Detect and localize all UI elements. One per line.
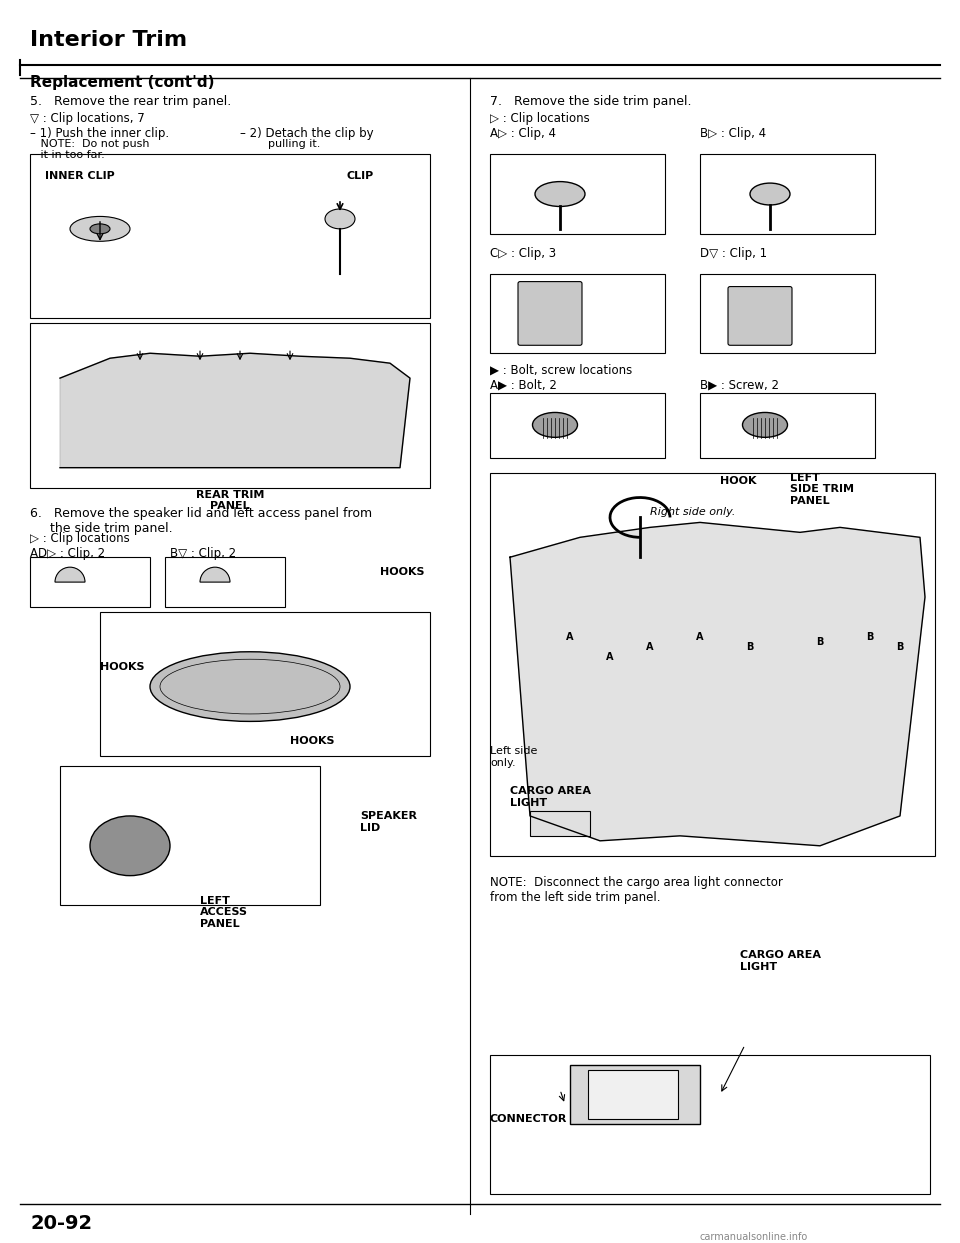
Text: A: A xyxy=(566,631,574,641)
Text: CLIP: CLIP xyxy=(347,172,373,181)
Text: B: B xyxy=(816,636,824,646)
Text: ▷ : Clip locations: ▷ : Clip locations xyxy=(30,532,130,546)
Text: 5.   Remove the rear trim panel.: 5. Remove the rear trim panel. xyxy=(30,94,231,108)
Wedge shape xyxy=(55,567,85,582)
Text: 20-92: 20-92 xyxy=(30,1214,92,1233)
FancyBboxPatch shape xyxy=(728,287,792,346)
Polygon shape xyxy=(510,522,925,845)
Wedge shape xyxy=(200,567,230,582)
Text: LEFT
SIDE TRIM
PANEL: LEFT SIDE TRIM PANEL xyxy=(790,472,854,506)
Text: ▶ : Bolt, screw locations: ▶ : Bolt, screw locations xyxy=(490,363,633,377)
Text: A: A xyxy=(607,651,613,661)
Text: CARGO AREA
LIGHT: CARGO AREA LIGHT xyxy=(510,786,591,808)
Bar xyxy=(490,154,665,234)
Bar xyxy=(700,273,875,353)
Bar xyxy=(165,557,285,607)
Text: HOOKS: HOOKS xyxy=(100,661,145,671)
Text: C▷ : Clip, 3: C▷ : Clip, 3 xyxy=(490,247,556,260)
Text: LEFT
ACCESS
PANEL: LEFT ACCESS PANEL xyxy=(200,895,248,929)
Ellipse shape xyxy=(90,815,170,875)
Text: Right side only.: Right side only. xyxy=(650,507,735,517)
Ellipse shape xyxy=(533,413,578,438)
Text: HOOK: HOOK xyxy=(720,476,756,486)
Bar xyxy=(570,1065,700,1125)
Text: B: B xyxy=(746,641,754,651)
Text: B▽ : Clip, 2: B▽ : Clip, 2 xyxy=(170,547,236,561)
Text: ▽ : Clip locations, 7: ▽ : Clip locations, 7 xyxy=(30,112,145,126)
Text: pulling it.: pulling it. xyxy=(240,139,321,149)
Text: REAR TRIM
PANEL: REAR TRIM PANEL xyxy=(196,490,264,511)
Ellipse shape xyxy=(750,183,790,205)
Text: A: A xyxy=(646,641,654,651)
Text: Replacement (cont'd): Replacement (cont'd) xyxy=(30,75,214,89)
Text: CARGO AREA
LIGHT: CARGO AREA LIGHT xyxy=(740,951,821,972)
Bar xyxy=(490,472,935,855)
Ellipse shape xyxy=(70,216,130,241)
Text: – 1) Push the inner clip.: – 1) Push the inner clip. xyxy=(30,127,169,140)
Text: AD▷ : Clip, 2: AD▷ : Clip, 2 xyxy=(30,547,106,561)
Text: Left side
only.: Left side only. xyxy=(490,746,538,768)
Text: HOOKS: HOOKS xyxy=(290,736,334,746)
Text: – 2) Detach the clip by: – 2) Detach the clip by xyxy=(240,127,373,140)
Text: it in too far.: it in too far. xyxy=(30,150,105,160)
Text: 7.   Remove the side trim panel.: 7. Remove the side trim panel. xyxy=(490,94,691,108)
Bar xyxy=(30,154,430,318)
Ellipse shape xyxy=(325,209,355,229)
Text: B▷ : Clip, 4: B▷ : Clip, 4 xyxy=(700,127,766,140)
Text: NOTE:  Disconnect the cargo area light connector
from the left side trim panel.: NOTE: Disconnect the cargo area light co… xyxy=(490,875,782,904)
Bar xyxy=(490,1055,930,1195)
Text: 6.   Remove the speaker lid and left access panel from
     the side trim panel.: 6. Remove the speaker lid and left acces… xyxy=(30,507,372,536)
Text: A: A xyxy=(696,631,704,641)
Bar xyxy=(700,154,875,234)
Bar xyxy=(490,273,665,353)
Ellipse shape xyxy=(742,413,787,438)
FancyBboxPatch shape xyxy=(518,282,582,346)
Bar xyxy=(30,557,150,607)
Text: D▽ : Clip, 1: D▽ : Clip, 1 xyxy=(700,247,767,260)
Bar xyxy=(60,766,320,905)
Text: B: B xyxy=(866,631,874,641)
Text: CONNECTOR: CONNECTOR xyxy=(490,1115,567,1125)
Ellipse shape xyxy=(150,651,350,721)
Bar xyxy=(700,393,875,457)
Text: NOTE:  Do not push: NOTE: Do not push xyxy=(30,139,150,149)
Bar xyxy=(100,612,430,756)
Text: B▶ : Screw, 2: B▶ : Screw, 2 xyxy=(700,378,779,392)
Text: carmanualsonline.info: carmanualsonline.info xyxy=(700,1232,808,1242)
Ellipse shape xyxy=(90,224,110,234)
Text: A▷ : Clip, 4: A▷ : Clip, 4 xyxy=(490,127,556,140)
Bar xyxy=(490,393,665,457)
Bar xyxy=(530,810,590,835)
Text: ▷ : Clip locations: ▷ : Clip locations xyxy=(490,112,589,126)
Bar xyxy=(30,323,430,487)
Ellipse shape xyxy=(535,181,585,206)
Text: A▶ : Bolt, 2: A▶ : Bolt, 2 xyxy=(490,378,557,392)
Polygon shape xyxy=(60,353,410,467)
Text: SPEAKER
LID: SPEAKER LID xyxy=(360,810,417,833)
Text: Interior Trim: Interior Trim xyxy=(30,30,187,50)
Text: HOOKS: HOOKS xyxy=(380,567,424,577)
Text: INNER CLIP: INNER CLIP xyxy=(45,172,115,181)
Text: B: B xyxy=(897,641,903,651)
Bar xyxy=(588,1070,678,1120)
